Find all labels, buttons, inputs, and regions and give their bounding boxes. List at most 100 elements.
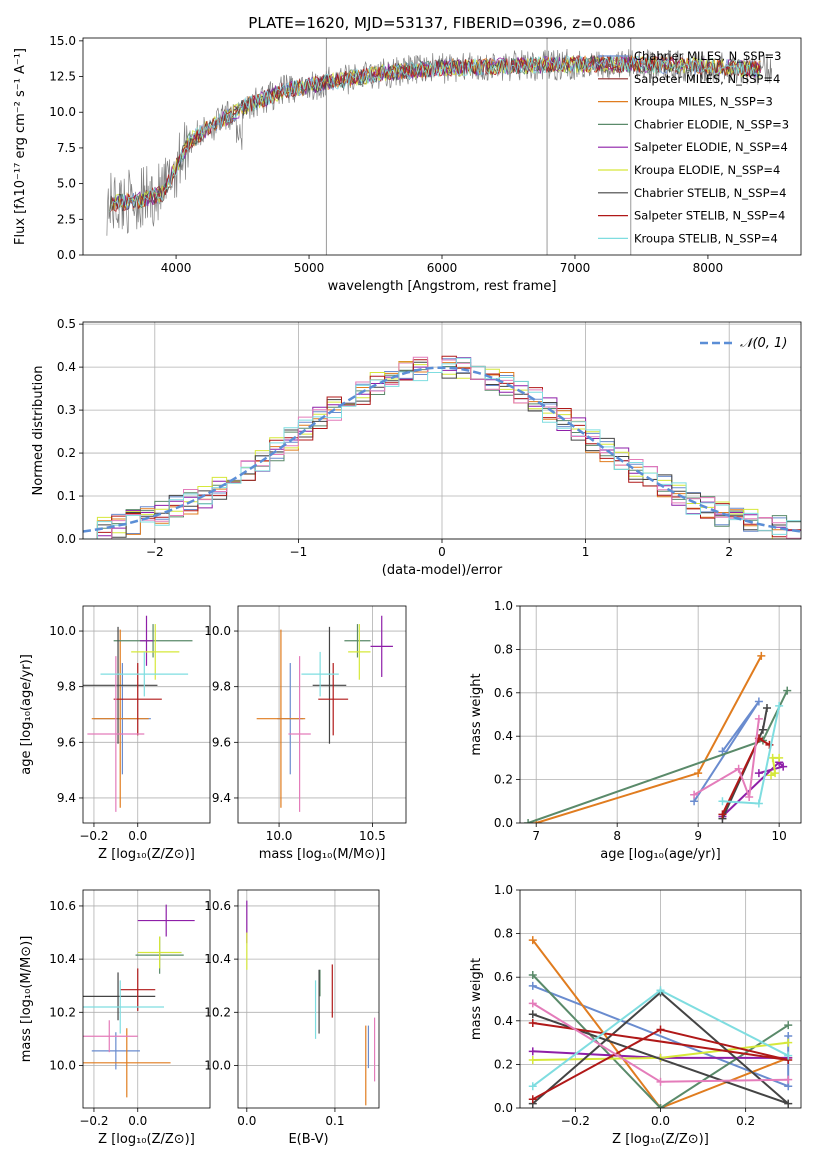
x-tick-label: −0.2 — [79, 829, 108, 843]
y-tick-label: 10.0 — [49, 624, 76, 638]
x-tick-label: 10 — [771, 829, 786, 843]
y-tick-label: 10.2 — [204, 1005, 231, 1019]
weight-marker-6 — [765, 740, 774, 749]
weight-line-6 — [532, 1022, 789, 1101]
legend-label-7: Salpeter STELIB, N_SSP=4 — [634, 209, 785, 223]
weight-marker-5 — [758, 725, 767, 734]
x-axis-label: Z [log₁₀(Z/Z⊙)] — [98, 847, 195, 862]
y-tick-label: 0.4 — [57, 360, 76, 374]
weight-marker-4 — [528, 1056, 537, 1065]
axes-frame — [82, 37, 802, 256]
y-tick-label: 0.6 — [494, 686, 513, 700]
plot-area — [256, 615, 393, 812]
y-tick-label: 9.6 — [57, 735, 76, 749]
y-tick-label: 10.4 — [204, 952, 231, 966]
model-line-3 — [109, 54, 761, 213]
weight-marker-5 — [528, 1010, 537, 1019]
x-tick-label: 0.2 — [736, 1114, 755, 1128]
weight-marker-8 — [528, 1082, 537, 1091]
x-tick-label: 10.5 — [359, 829, 386, 843]
x-tick-label: 8000 — [693, 261, 724, 275]
axes-frame — [237, 605, 407, 824]
weight-marker-2 — [784, 1021, 793, 1030]
weight-line-7 — [693, 718, 760, 798]
y-tick-label: 5.0 — [57, 177, 76, 191]
axes-frame — [519, 605, 802, 824]
weight-marker-4 — [775, 753, 784, 762]
axes-frame — [82, 321, 802, 540]
legend-label-2: Kroupa MILES, N_SSP=3 — [634, 95, 773, 109]
x-tick-label: −1 — [290, 545, 308, 559]
y-tick-label: 10.4 — [49, 952, 76, 966]
panel-2: −0.2 0.0 9.4 9.6 9.8 10.0 Z [log₁₀(Z/Z⊙)] age [… — [19, 605, 211, 862]
weight-marker-2 — [528, 971, 537, 980]
plot-area — [524, 651, 792, 823]
y-tick-label: 9.4 — [212, 791, 231, 805]
y-tick-label: 0.4 — [494, 729, 513, 743]
x-tick-label: 6000 — [427, 261, 458, 275]
weight-marker-8 — [775, 701, 784, 710]
y-tick-label: 9.4 — [57, 791, 76, 805]
weight-marker-4 — [784, 1038, 793, 1047]
y-tick-label: 0.6 — [494, 970, 513, 984]
x-tick-label: 0.0 — [651, 1114, 670, 1128]
y-tick-label: 0.0 — [57, 532, 76, 546]
plot-area — [83, 615, 193, 812]
weight-line-2 — [532, 974, 789, 1108]
weight-marker-0 — [754, 697, 763, 706]
axes-frame — [237, 889, 380, 1109]
y-tick-label: 0.0 — [57, 248, 76, 262]
reference-normal-curve — [83, 366, 801, 533]
panel-0: 4000 5000 6000 7000 8000 0.0 2.5 5.0 7.5 10.0 12.5… — [13, 14, 802, 294]
model-line-8 — [109, 55, 761, 213]
plot-area — [83, 355, 801, 539]
x-axis-label: Z [log₁₀(Z/Z⊙)] — [98, 1132, 195, 1147]
x-tick-label: 10.0 — [266, 829, 293, 843]
plot-area — [246, 900, 376, 1106]
weight-marker-2 — [524, 819, 533, 823]
x-axis-label: (data-model)/error — [382, 563, 503, 578]
y-tick-label: 10.6 — [204, 899, 231, 913]
axes-frame — [82, 889, 211, 1109]
y-tick-label: 10.6 — [49, 899, 76, 913]
axes-frame — [82, 605, 211, 824]
plot-area — [528, 936, 793, 1108]
legend-label-0: Chabrier MILES, N_SSP=3 — [634, 49, 781, 63]
weight-marker-0 — [528, 981, 537, 990]
x-tick-label: 0.0 — [128, 1114, 147, 1128]
y-tick-label: 0.0 — [494, 1101, 513, 1115]
legend-label-normal: 𝒩(0, 1) — [740, 336, 787, 351]
weight-marker-8 — [718, 797, 727, 806]
x-tick-label: −0.2 — [561, 1114, 590, 1128]
weight-marker-3 — [779, 762, 788, 771]
weight-marker-8 — [784, 1051, 793, 1060]
weight-marker-7 — [745, 792, 754, 801]
weight-marker-7 — [528, 999, 537, 1008]
y-axis-label: age [log₁₀(age/yr)] — [19, 654, 34, 775]
axes-frame — [519, 889, 802, 1109]
weight-marker-7 — [690, 790, 699, 799]
x-axis-label: wavelength [Angstrom, rest frame] — [328, 279, 557, 294]
panel-6: 0.0 0.1 10.0 10.2 10.4 10.6 E(B-V) — [204, 889, 380, 1147]
y-tick-label: 15.0 — [49, 34, 76, 48]
y-tick-label: 0.2 — [494, 1057, 513, 1071]
weight-marker-6 — [656, 1025, 665, 1034]
x-tick-label: 0.1 — [325, 1114, 344, 1128]
y-tick-label: 10.0 — [204, 1058, 231, 1072]
y-axis-label: Normed distribution — [31, 366, 46, 496]
y-tick-label: 10.0 — [204, 624, 231, 638]
legend-label-1: Salpeter MILES, N_SSP=4 — [634, 72, 780, 86]
panel-7: −0.2 0.0 0.2 0.0 0.2 0.4 0.6 0.8 1.0 Z [log₁₀(Z/Z… — [469, 883, 802, 1147]
weight-line-1 — [532, 939, 789, 1108]
y-tick-label: 2.5 — [57, 212, 76, 226]
y-axis-label: mass weight — [469, 958, 484, 1040]
weight-marker-2 — [656, 1104, 665, 1108]
x-tick-label: 0 — [438, 545, 446, 559]
x-axis-label: E(B-V) — [288, 1132, 328, 1147]
legend: Chabrier MILES, N_SSP=3 Salpeter MILES, N… — [598, 49, 789, 245]
y-tick-label: 12.5 — [49, 70, 76, 84]
weight-line-5 — [532, 991, 789, 1105]
x-axis-label: mass [log₁₀(M/M⊙)] — [259, 847, 386, 862]
weight-line-0 — [693, 700, 760, 802]
